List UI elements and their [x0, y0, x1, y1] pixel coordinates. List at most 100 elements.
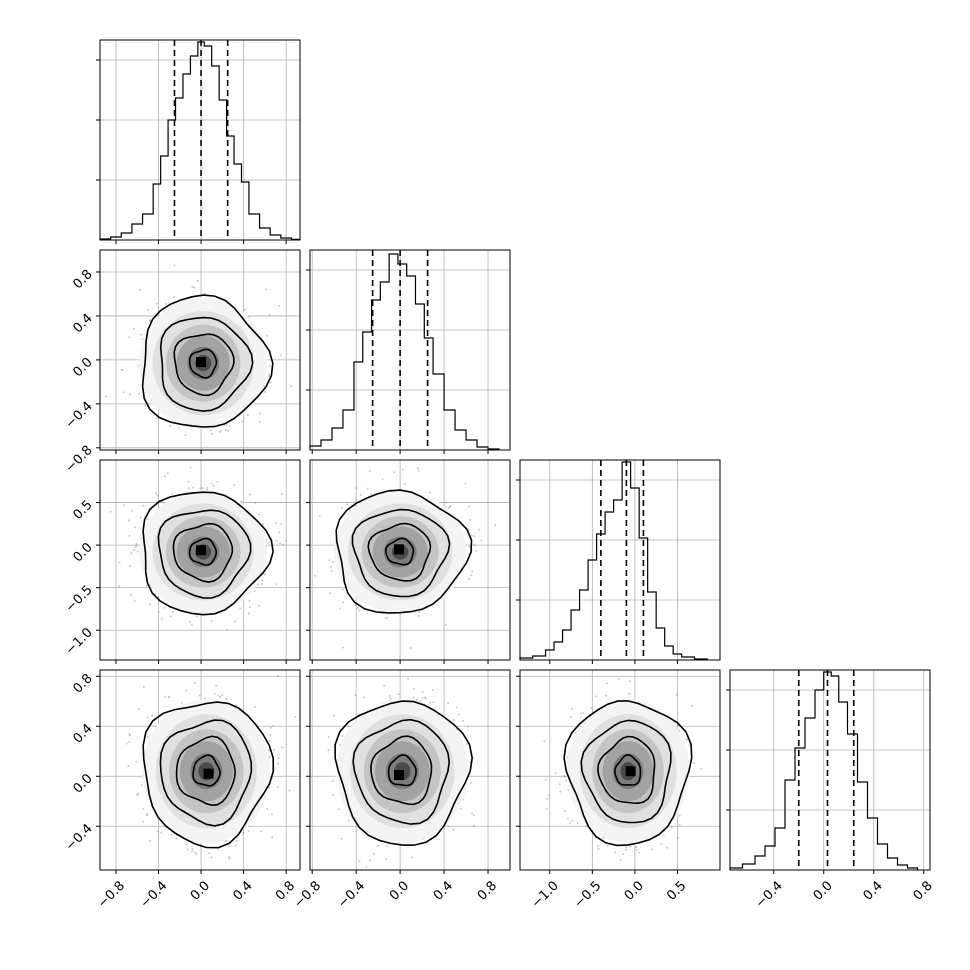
scatter-point	[163, 606, 166, 609]
scatter-point	[166, 472, 169, 475]
scatter-point	[281, 492, 284, 495]
scatter-point	[185, 689, 188, 692]
scatter-point	[264, 288, 267, 291]
scatter-point	[228, 855, 231, 858]
scatter-point	[275, 583, 278, 586]
histogram-panel-2	[516, 459, 721, 664]
panel-frame	[99, 249, 301, 451]
scatter-point	[416, 699, 419, 702]
scatter-point	[168, 696, 171, 699]
scatter-point	[355, 498, 358, 501]
scatter-point	[393, 471, 396, 474]
scatter-point	[397, 693, 400, 696]
density-content	[100, 670, 300, 870]
scatter-point	[340, 837, 343, 840]
scatter-point	[155, 302, 158, 305]
scatter-point	[290, 385, 293, 388]
scatter-point	[134, 546, 137, 549]
scatter-point	[190, 623, 193, 626]
scatter-point	[109, 510, 112, 513]
scatter-point	[262, 522, 265, 525]
scatter-point	[146, 518, 149, 521]
scatter-point	[276, 762, 279, 765]
scatter-point	[266, 808, 269, 811]
scatter-point	[154, 492, 157, 495]
scatter-point	[282, 543, 285, 546]
scatter-point	[145, 584, 148, 587]
scatter-point	[494, 524, 497, 527]
scatter-point	[359, 494, 362, 497]
scatter-point	[464, 482, 467, 485]
scatter-point	[123, 504, 126, 507]
scatter-point	[242, 831, 245, 834]
scatter-point	[259, 412, 262, 415]
histogram-step	[519, 461, 708, 660]
scatter-point	[418, 611, 421, 614]
scatter-point	[444, 624, 447, 627]
scatter-point	[480, 539, 483, 542]
scatter-point	[270, 813, 273, 816]
scatter-point	[133, 548, 136, 551]
scatter-point	[187, 487, 190, 490]
panel-frame	[99, 39, 301, 241]
scatter-point	[467, 578, 470, 581]
panel-frame	[309, 459, 511, 661]
scatter-point	[412, 696, 415, 699]
scatter-point	[129, 564, 132, 567]
scatter-point	[412, 687, 415, 690]
scatter-point	[392, 666, 394, 668]
scatter-point	[216, 480, 219, 483]
scatter-point	[132, 328, 135, 331]
scatter-point	[294, 715, 297, 718]
scatter-point	[135, 542, 138, 545]
panel-frame	[309, 249, 511, 451]
scatter-point	[258, 420, 261, 423]
contour-line	[352, 718, 451, 825]
scatter-point	[121, 369, 124, 372]
scatter-point	[205, 488, 208, 491]
scatter-point	[330, 570, 333, 573]
scatter-point	[670, 826, 673, 829]
scatter-point	[349, 509, 352, 512]
scatter-point	[185, 843, 188, 846]
scatter-point	[432, 701, 435, 704]
scatter-point	[122, 391, 125, 394]
scatter-point	[150, 714, 153, 717]
scatter-point	[267, 541, 270, 544]
scatter-point	[209, 429, 212, 432]
scatter-point	[233, 483, 236, 486]
scatter-point	[248, 606, 251, 609]
scatter-point	[201, 486, 204, 489]
scatter-point	[156, 830, 159, 833]
histogram-step	[99, 41, 301, 240]
scatter-point	[128, 734, 131, 737]
scatter-point	[169, 424, 172, 427]
scatter-point	[195, 615, 198, 618]
scatter-point	[138, 288, 141, 291]
scatter-point	[270, 726, 273, 729]
scatter-point	[199, 487, 202, 490]
scatter-point	[146, 716, 149, 719]
scatter-point	[227, 429, 230, 432]
scatter-point	[186, 246, 188, 248]
density-panel-3-2	[516, 669, 721, 874]
scatter-point	[365, 865, 368, 868]
scatter-point	[341, 646, 344, 649]
scatter-point	[259, 830, 262, 833]
contour-line	[370, 735, 433, 806]
scatter-point	[164, 475, 167, 478]
scatter-point	[146, 812, 149, 815]
scatter-point	[190, 457, 192, 459]
scatter-point	[473, 543, 476, 546]
scatter-point	[265, 334, 268, 337]
scatter-point	[160, 831, 163, 834]
scatter-point	[193, 286, 196, 289]
scatter-point	[403, 664, 405, 666]
scatter-point	[407, 677, 410, 680]
scatter-point	[145, 814, 148, 817]
scatter-point	[416, 467, 419, 470]
scatter-point	[192, 486, 195, 489]
contour-line	[188, 348, 218, 379]
scatter-point	[269, 381, 272, 384]
scatter-point	[247, 830, 250, 833]
